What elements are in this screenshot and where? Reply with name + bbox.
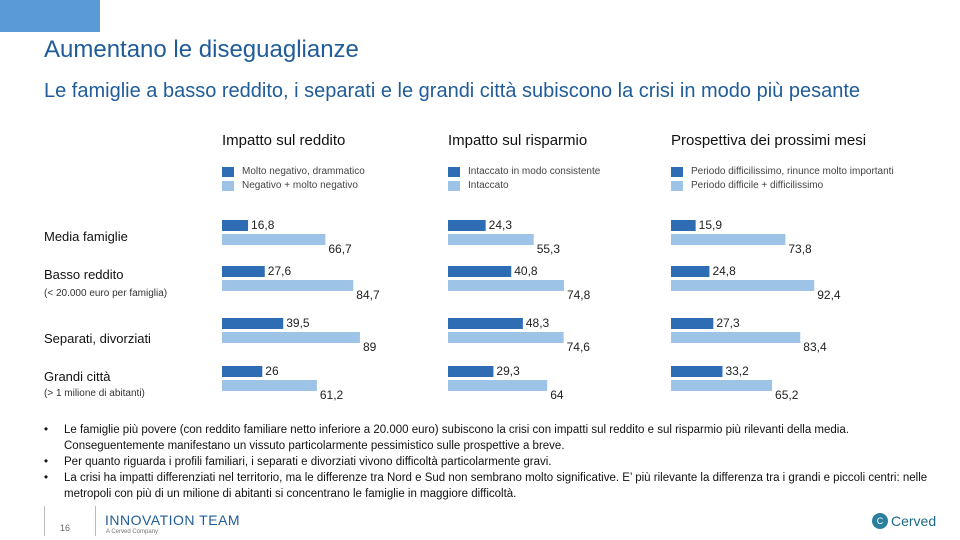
legend-label: Intaccato [468,180,509,191]
row-label-media: Media famiglie [44,229,128,244]
data-label: 27,3 [716,316,740,330]
data-label: 48,3 [526,316,550,330]
bar-dark [448,366,494,377]
cerved-logo: C Cerved [872,513,936,529]
bar-dark [448,318,523,329]
data-label: 64 [550,388,564,402]
bar-light [448,234,534,245]
legend-swatch-dark [448,167,460,177]
legend-reddito: Molto negativo, drammatico Negativo + mo… [222,165,365,193]
legend-label: Periodo difficile + difficilissimo [691,180,824,191]
data-label: 55,3 [537,242,561,256]
data-label: 15,9 [699,218,723,232]
bar-light [671,332,801,343]
data-label: 65,2 [775,388,799,402]
bar-dark [222,266,265,277]
data-label: 39,5 [286,316,310,330]
bar-dark [671,220,696,231]
bar-light [671,280,815,291]
bar-light [671,234,786,245]
row-label-separati: Separati, divorziati [44,331,151,346]
data-label: 40,8 [514,264,538,278]
data-label: 66,7 [328,242,352,256]
data-label: 33,2 [725,364,749,378]
data-label: 61,2 [320,388,344,402]
corner-accent [0,0,100,32]
bar-dark [671,266,710,277]
brand-subtitle: A Cerved Company [106,529,159,535]
legend-label: Intaccato in modo consistente [468,166,601,177]
bar-light [671,380,773,391]
bullet-item: Le famiglie più povere (con reddito fami… [44,422,934,454]
bar-light [222,332,360,343]
bar-dark [222,318,284,329]
data-label: 16,8 [251,218,275,232]
data-label: 89 [363,340,377,354]
cerved-logo-text: Cerved [891,513,937,529]
bullet-item: Per quanto riguarda i profili familiari,… [44,454,934,470]
data-label: 92,4 [817,288,841,302]
bar-light [448,332,564,343]
row-label-basso-reddito: Basso reddito [44,267,124,282]
bar-dark [448,266,512,277]
bar-dark [222,220,249,231]
data-label: 24,8 [712,264,736,278]
legend-swatch-light [671,181,683,191]
legend-prospettiva: Periodo difficilissimo, rinunce molto im… [671,165,894,193]
bar-light [222,280,354,291]
data-label: 83,4 [803,340,827,354]
data-label: 74,8 [567,288,591,302]
cerved-logo-icon: C [872,513,888,529]
panel-title-risparmio: Impatto sul risparmio [448,132,588,149]
panel-title-prospettiva: Prospettiva dei prossimi mesi [671,132,867,149]
data-label: 26 [265,364,279,378]
bar-dark [448,220,486,231]
bar-light [448,380,548,391]
brand-name: INNOVATION TEAM [105,512,241,528]
page-subtitle: Le famiglie a basso reddito, i separati … [44,80,861,102]
legend-risparmio: Intaccato in modo consistente Intaccato [448,165,600,193]
row-label-grandi-citta: Grandi città [44,369,111,384]
bar-dark [671,366,723,377]
legend-swatch-light [222,181,234,191]
row-sub-basso-reddito: (< 20.000 euro per famiglia) [44,288,168,299]
data-label: 24,3 [489,218,513,232]
row-sub-grandi-citta: (> 1 milione di abitanti) [44,388,145,399]
bar-charts: 16,8 27,6 39,5 26 66,7 84,7 89 61,2 24,3 40,8 48,3… [222,218,841,402]
legend-label: Negativo + molto negativo [242,180,358,191]
data-label: 73,8 [788,242,812,256]
legend-swatch-light [448,181,460,191]
bullet-item: La crisi ha impatti differenziati nel te… [44,470,934,502]
bar-light [222,234,326,245]
bullet-list: Le famiglie più povere (con reddito fami… [44,422,934,502]
page-title: Aumentano le diseguaglianze [44,36,359,63]
bar-dark [222,366,263,377]
legend-label: Periodo difficilissimo, rinunce molto im… [691,166,894,177]
legend-swatch-dark [671,167,683,177]
bar-light [222,380,317,391]
legend-label: Molto negativo, drammatico [242,166,365,177]
page-number: 16 [60,523,71,533]
panel-title-reddito: Impatto sul reddito [222,132,346,149]
bar-light [448,280,564,291]
bar-dark [671,318,714,329]
data-label: 84,7 [356,288,380,302]
legend-swatch-dark [222,167,234,177]
data-label: 74,6 [567,340,591,354]
data-label: 27,6 [268,264,292,278]
page-number-box [44,506,96,536]
data-label: 29,3 [496,364,520,378]
